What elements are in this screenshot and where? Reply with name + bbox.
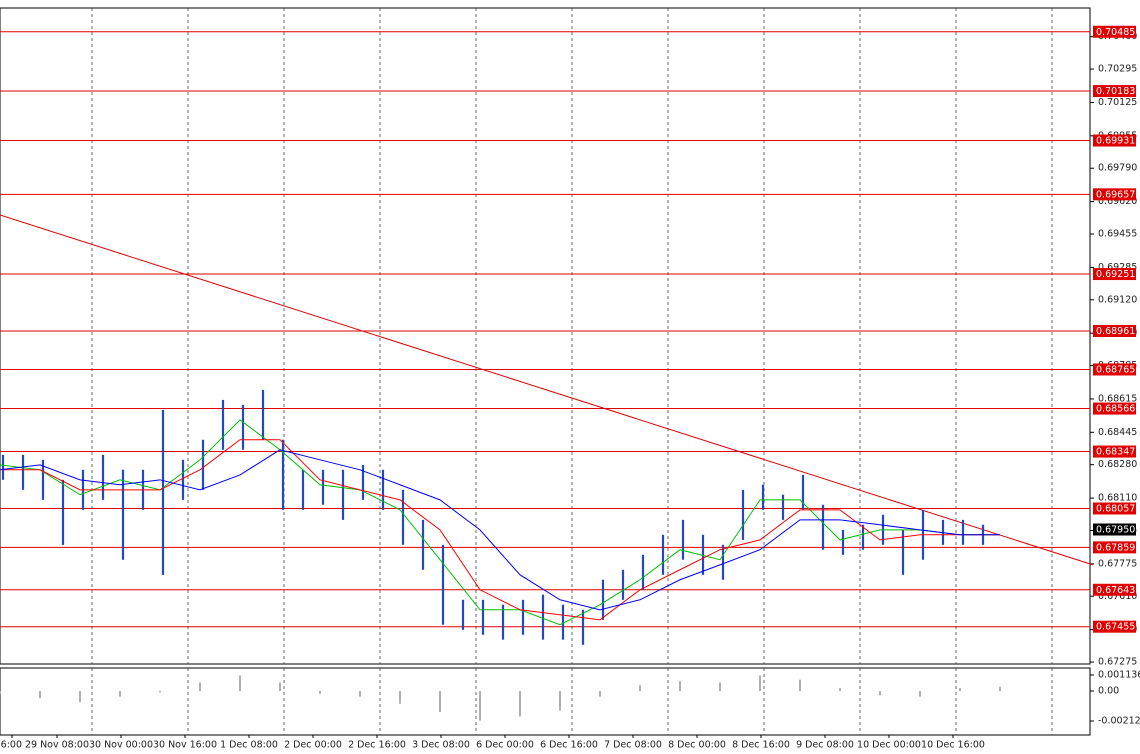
x-tick-label: 6 Dec 00:00 xyxy=(476,740,534,751)
y-tick-label: 0.69455 xyxy=(1098,228,1137,239)
histogram-bar xyxy=(679,681,681,691)
level-label: 0.70485 xyxy=(1096,27,1135,38)
histogram-bar xyxy=(319,690,321,694)
x-tick-label: 8 Dec 16:00 xyxy=(732,740,790,751)
x-tick-label: 9 Dec 08:00 xyxy=(796,740,854,751)
histogram-bar xyxy=(359,690,361,697)
histogram-bar xyxy=(279,682,281,691)
histogram-bar xyxy=(79,690,81,703)
level-label-box xyxy=(1093,620,1136,633)
histogram-bar xyxy=(799,679,801,691)
x-tick-label: 30 Nov 16:00 xyxy=(153,740,217,751)
level-label-box xyxy=(1093,502,1136,515)
level-label-box xyxy=(1093,188,1136,201)
x-tick-label: 16:00 xyxy=(0,740,22,751)
indicator-panel xyxy=(0,667,1091,736)
histogram-bar xyxy=(559,690,561,711)
histogram-bar xyxy=(119,690,121,697)
level-label: 0.68347 xyxy=(1096,447,1135,458)
histogram-bar xyxy=(719,682,721,691)
level-label-box xyxy=(1093,445,1136,458)
y-tick-label: 0.67775 xyxy=(1098,558,1137,569)
y-tick-label: 0.68280 xyxy=(1098,459,1137,470)
histogram-bar xyxy=(599,690,601,697)
y-tick-label: 0.68445 xyxy=(1098,427,1137,438)
level-label: 0.69657 xyxy=(1096,189,1135,200)
level-label: 0.68961 xyxy=(1096,326,1135,337)
x-tick-label: 3 Dec 08:00 xyxy=(412,740,470,751)
histogram-bar xyxy=(39,690,41,699)
y-tick-label: 0.67275 xyxy=(1098,657,1137,668)
y-tick-label: 0.69620 xyxy=(1098,196,1137,207)
y-tick-label: 0.69790 xyxy=(1098,163,1137,174)
histogram-bar xyxy=(639,685,641,691)
histogram-bar xyxy=(759,675,761,691)
histogram-bar xyxy=(199,682,201,691)
histogram-bar xyxy=(479,690,481,721)
level-label-box xyxy=(1093,541,1136,554)
x-tick-label: 6 Dec 16:00 xyxy=(540,740,598,751)
level-label: 0.67859 xyxy=(1096,542,1135,553)
x-tick-label: 8 Dec 00:00 xyxy=(668,740,726,751)
current-price-label: 0.67950 xyxy=(1096,525,1135,536)
level-label-box xyxy=(1093,85,1136,98)
histogram-bar xyxy=(0,690,1,694)
histogram-bar xyxy=(159,690,161,693)
y-tick-label: 0.68615 xyxy=(1098,393,1137,404)
y-tick-label: 0.70295 xyxy=(1098,64,1137,75)
level-label-box xyxy=(1093,583,1136,596)
y-tick-label: 0.69120 xyxy=(1098,294,1137,305)
histogram-bar xyxy=(439,690,441,713)
price-panel xyxy=(0,7,1091,665)
level-label: 0.69931 xyxy=(1096,136,1135,147)
level-label-box xyxy=(1093,402,1136,415)
level-label: 0.67643 xyxy=(1096,585,1135,596)
histogram-bar xyxy=(239,675,241,691)
x-tick-label: 2 Dec 00:00 xyxy=(284,740,342,751)
y-tick-label: 0.69285 xyxy=(1098,262,1137,273)
current-price-box xyxy=(1093,523,1136,536)
y-tick-label: 0.70125 xyxy=(1098,97,1137,108)
level-label: 0.68765 xyxy=(1096,364,1135,375)
level-label-box xyxy=(1093,324,1136,337)
y2-tick-label: -0.002128 xyxy=(1098,716,1140,727)
moving-average xyxy=(0,449,1000,611)
moving-average xyxy=(0,419,1000,626)
x-tick-label: 10 Dec 16:00 xyxy=(921,740,985,751)
y-tick-label: 0.68110 xyxy=(1098,493,1137,504)
histogram-bar xyxy=(999,686,1001,691)
histogram-bar xyxy=(519,690,521,717)
level-label-box xyxy=(1093,363,1136,376)
level-label: 0.69251 xyxy=(1096,269,1135,280)
x-tick-label: 30 Nov 00:00 xyxy=(89,740,153,751)
level-label-box xyxy=(1093,268,1136,281)
x-tick-label: 7 Dec 08:00 xyxy=(604,740,662,751)
histogram-bar xyxy=(879,690,881,696)
y-tick-label: 0.67610 xyxy=(1098,591,1137,602)
y2-tick-label: 0.001136 xyxy=(1098,669,1140,680)
histogram-bar xyxy=(919,690,921,697)
moving-average xyxy=(0,439,1000,621)
trendline xyxy=(0,214,1094,566)
level-label-box xyxy=(1093,25,1136,38)
level-label: 0.68566 xyxy=(1096,404,1135,415)
level-label-box xyxy=(1093,134,1136,147)
x-tick-label: 1 Dec 08:00 xyxy=(220,740,278,751)
histogram-bar xyxy=(959,688,961,691)
level-label: 0.70183 xyxy=(1096,86,1135,97)
y2-tick-label: 0.00 xyxy=(1098,685,1119,696)
x-tick-label: 29 Nov 08:00 xyxy=(25,740,89,751)
x-tick-label: 2 Dec 16:00 xyxy=(348,740,406,751)
level-label: 0.68057 xyxy=(1096,503,1135,514)
histogram-bar xyxy=(839,688,841,691)
x-tick-label: 10 Dec 00:00 xyxy=(857,740,921,751)
level-label: 0.67455 xyxy=(1096,622,1135,633)
histogram-bar xyxy=(399,690,401,704)
